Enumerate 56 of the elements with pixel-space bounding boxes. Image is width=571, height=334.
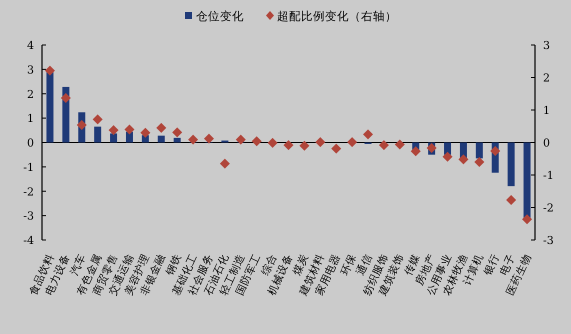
y2-tick-label: -1 (543, 169, 554, 182)
legend-label: 超配比例变化（右轴） (277, 9, 397, 23)
y-tick-label: -1 (23, 160, 34, 174)
bar (174, 138, 181, 142)
y2-tick-label: 0 (543, 136, 550, 150)
bar (444, 142, 452, 155)
point (299, 140, 310, 151)
point (140, 128, 150, 138)
point (252, 136, 262, 146)
y2-tick-label: 2 (543, 72, 550, 84)
point (458, 154, 468, 164)
point (60, 92, 71, 103)
bar (158, 136, 165, 142)
point (315, 137, 326, 148)
point (506, 195, 516, 206)
point (331, 144, 342, 154)
y-tick-label: 4 (27, 39, 34, 52)
point (442, 152, 453, 162)
y-tick-label: 1 (27, 112, 34, 126)
point (522, 214, 532, 224)
point (172, 127, 182, 138)
point (156, 122, 166, 133)
point (220, 158, 230, 169)
point (124, 124, 134, 134)
point (378, 140, 389, 150)
point (474, 157, 484, 167)
bar (476, 142, 483, 158)
bar (94, 126, 102, 142)
y2-tick-label: 1 (543, 104, 550, 117)
legend-label: 仓位变化 (196, 9, 244, 23)
bar (508, 142, 515, 186)
bar (524, 142, 531, 218)
point (410, 146, 421, 156)
y2-tick-label: 3 (543, 39, 550, 52)
point (490, 146, 500, 156)
y-tick-label: -2 (23, 185, 34, 198)
y2-tick-label: -2 (543, 202, 554, 214)
point (268, 138, 278, 148)
bar (110, 133, 118, 142)
y2-tick-label: -3 (543, 234, 554, 247)
point (284, 140, 294, 150)
y-tick-label: 3 (27, 63, 34, 76)
point (108, 125, 119, 136)
point (204, 134, 214, 144)
point (92, 114, 103, 124)
y-tick-label: 0 (27, 136, 34, 150)
y-tick-label: -3 (23, 210, 34, 223)
point (188, 134, 198, 145)
point (363, 129, 374, 140)
y-tick-label: -4 (23, 234, 34, 247)
point (347, 137, 358, 148)
point (44, 66, 55, 76)
point (394, 139, 405, 150)
y-tick-label: 2 (27, 88, 34, 101)
point (236, 134, 246, 145)
point (76, 120, 87, 130)
